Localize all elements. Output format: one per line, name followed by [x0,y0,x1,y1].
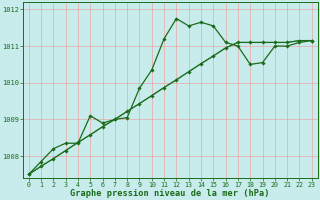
X-axis label: Graphe pression niveau de la mer (hPa): Graphe pression niveau de la mer (hPa) [70,189,270,198]
